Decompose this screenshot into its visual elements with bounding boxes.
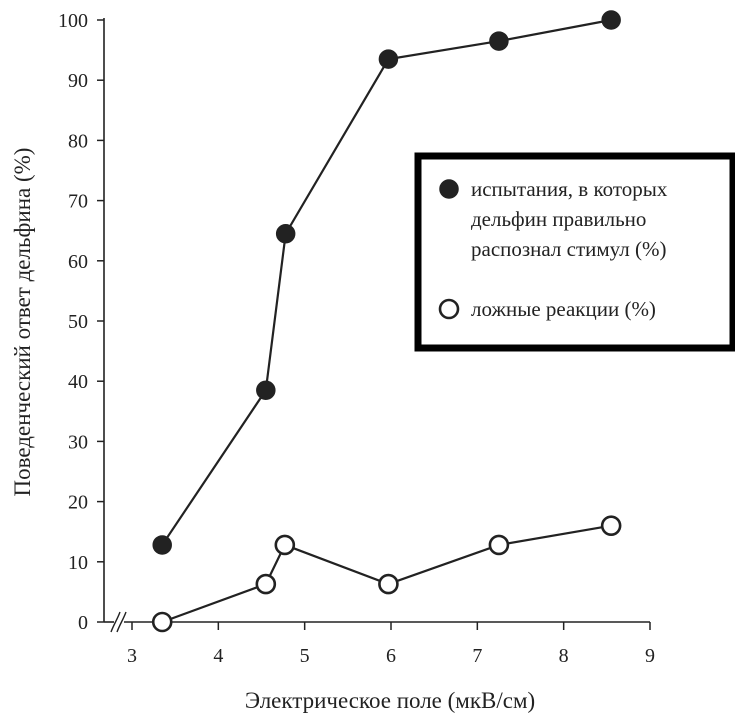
data-point-open [276,536,294,554]
data-point-filled [277,225,295,243]
x-tick-label: 4 [213,645,223,667]
series-line [162,526,611,622]
y-tick-label: 0 [78,612,88,634]
x-tick-label: 8 [559,645,569,667]
data-point-filled [257,381,275,399]
x-tick-label: 9 [645,645,655,667]
y-tick-label: 50 [68,311,88,333]
y-tick-label: 40 [68,371,88,393]
legend-marker-filled [440,180,458,198]
data-point-open [490,536,508,554]
y-axis-title: Поведенческий ответ дельфина (%) [10,148,35,497]
legend-label: дельфин правильно [471,207,646,231]
legend: испытания, в которых дельфин правильно рас… [418,156,733,348]
y-tick-label: 60 [68,251,88,273]
legend-label: ложные реакции (%) [471,297,656,321]
y-tick-label: 80 [68,130,88,152]
legend-label: испытания, в которых [471,177,668,201]
x-tick-label: 7 [472,645,482,667]
data-point-open [602,517,620,535]
data-point-open [257,575,275,593]
data-point-filled [602,11,620,29]
x-tick-label: 3 [127,645,137,667]
legend-label: распознал стимул (%) [471,237,666,261]
x-axis-title: Электрическое поле (мкВ/см) [245,688,535,713]
y-tick-label: 70 [68,191,88,213]
y-tick-label: 10 [68,552,88,574]
y-tick-label: 90 [68,70,88,92]
legend-marker-open [440,300,458,318]
data-point-filled [153,536,171,554]
y-tick-label: 30 [68,431,88,453]
data-point-filled [379,50,397,68]
x-tick-label: 5 [300,645,310,667]
y-tick-label: 20 [68,492,88,514]
x-tick-label: 6 [386,645,396,667]
data-point-filled [490,32,508,50]
y-tick-label: 100 [58,10,88,32]
data-point-open [153,613,171,631]
data-point-open [379,575,397,593]
